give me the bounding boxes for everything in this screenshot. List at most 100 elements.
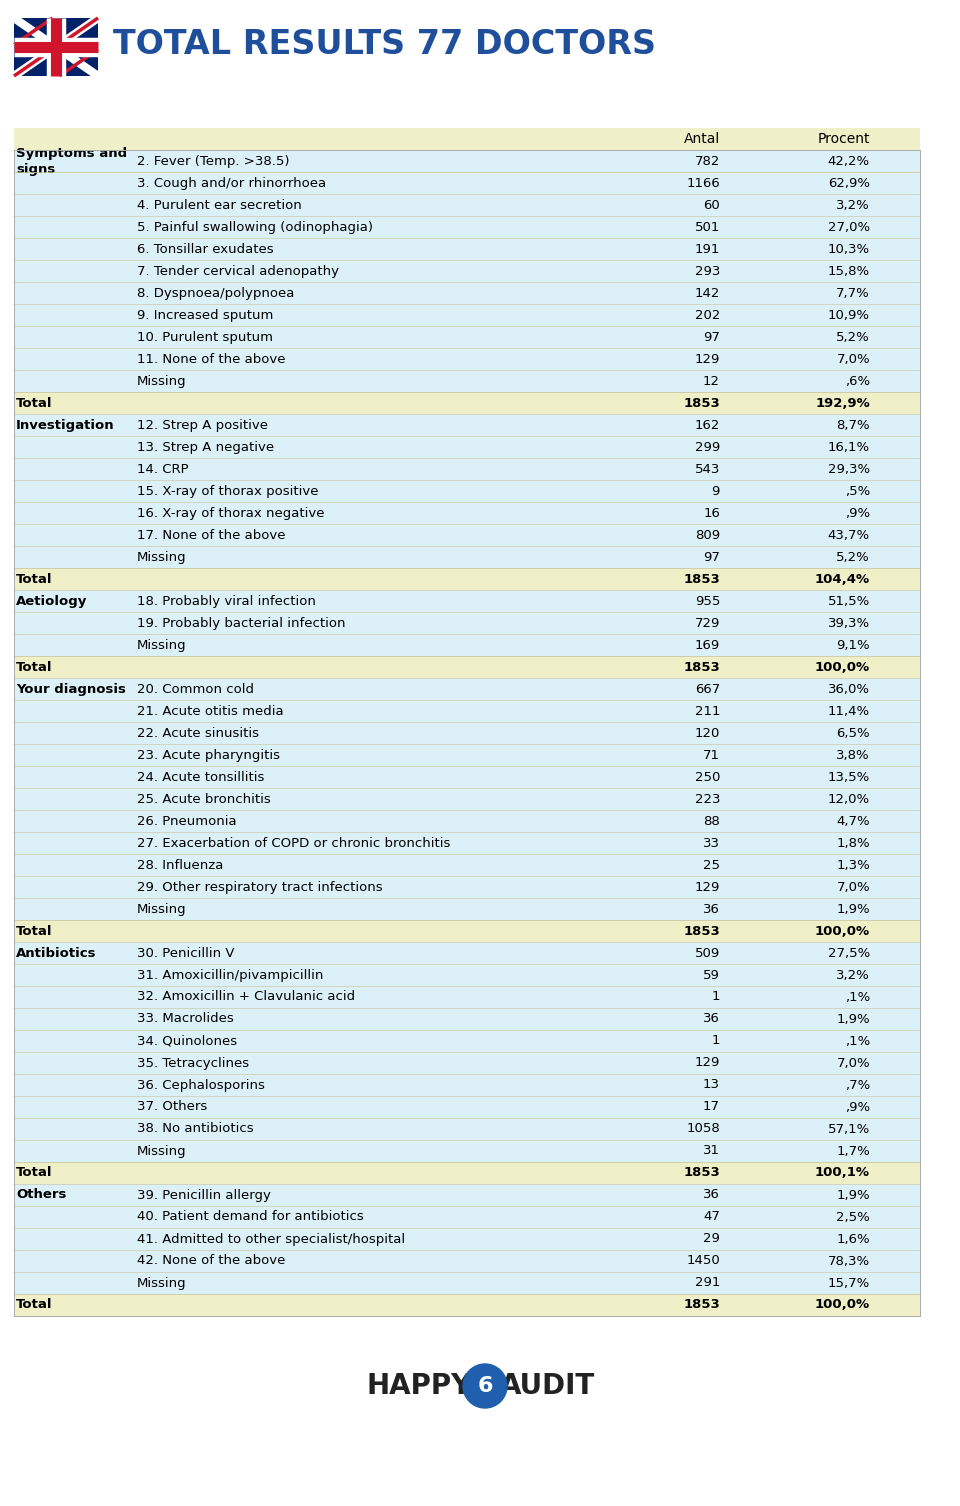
Text: 88: 88 (704, 815, 720, 827)
Text: 97: 97 (703, 330, 720, 343)
Text: 11,4%: 11,4% (828, 705, 870, 717)
Text: 97: 97 (703, 551, 720, 563)
Bar (14, 767, 920, 788)
Bar (14, 151, 920, 172)
Text: 60: 60 (704, 199, 720, 211)
Bar (14, 304, 920, 325)
Text: 1,9%: 1,9% (836, 1012, 870, 1026)
Text: Aetiology: Aetiology (16, 595, 87, 607)
Text: 4. Purulent ear secretion: 4. Purulent ear secretion (137, 199, 301, 211)
Text: Total: Total (16, 1167, 53, 1179)
Text: 782: 782 (695, 155, 720, 167)
Text: 5,2%: 5,2% (836, 330, 870, 343)
Text: 100,0%: 100,0% (815, 925, 870, 938)
Text: 18. Probably viral infection: 18. Probably viral infection (137, 595, 316, 607)
Text: 9: 9 (711, 485, 720, 497)
Text: 29: 29 (703, 1232, 720, 1245)
Text: 8. Dyspnoea/polypnoea: 8. Dyspnoea/polypnoea (137, 286, 295, 300)
Text: 667: 667 (695, 682, 720, 696)
Text: ,9%: ,9% (845, 506, 870, 520)
Text: 29. Other respiratory tract infections: 29. Other respiratory tract infections (137, 881, 383, 893)
Bar (14, 1117, 920, 1140)
Text: 9,1%: 9,1% (836, 639, 870, 652)
Text: 12: 12 (703, 375, 720, 387)
Text: ,1%: ,1% (845, 991, 870, 1003)
Bar (14, 1184, 920, 1206)
Text: ,9%: ,9% (845, 1101, 870, 1113)
Text: 30. Penicillin V: 30. Penicillin V (137, 946, 234, 959)
Text: 36: 36 (703, 1012, 720, 1026)
Text: 169: 169 (695, 639, 720, 652)
Bar (14, 370, 920, 392)
Text: 78,3%: 78,3% (828, 1254, 870, 1268)
Bar (14, 151, 920, 1316)
Text: Antal: Antal (684, 133, 720, 146)
Text: 299: 299 (695, 440, 720, 453)
Text: 31. Amoxicillin/pivampicillin: 31. Amoxicillin/pivampicillin (137, 968, 324, 982)
Bar (14, 568, 920, 590)
Text: 293: 293 (695, 265, 720, 277)
Bar (14, 611, 920, 634)
Text: 509: 509 (695, 946, 720, 959)
Text: Symptoms and
signs: Symptoms and signs (16, 146, 127, 176)
Bar (14, 1250, 920, 1273)
Text: Total: Total (16, 572, 53, 586)
Text: 100,0%: 100,0% (815, 1298, 870, 1312)
Text: 38. No antibiotics: 38. No antibiotics (137, 1122, 253, 1136)
Bar (14, 215, 920, 238)
Text: 129: 129 (695, 352, 720, 366)
Text: 1853: 1853 (684, 925, 720, 938)
Text: Procent: Procent (818, 133, 870, 146)
Text: 1853: 1853 (684, 661, 720, 673)
Text: 6: 6 (477, 1376, 492, 1396)
Text: 1,8%: 1,8% (836, 836, 870, 849)
Text: Missing: Missing (137, 902, 186, 916)
Bar (14, 810, 920, 831)
Bar (14, 657, 920, 678)
Text: 129: 129 (695, 881, 720, 893)
Text: 5. Painful swallowing (odinophagia): 5. Painful swallowing (odinophagia) (137, 220, 373, 233)
Text: AUDIT: AUDIT (500, 1372, 595, 1401)
Bar (14, 1163, 920, 1184)
Bar (14, 151, 920, 1316)
Bar (14, 1273, 920, 1294)
Text: 8,7%: 8,7% (836, 419, 870, 432)
Bar (14, 590, 920, 611)
Text: 7,0%: 7,0% (836, 1057, 870, 1069)
Bar (14, 1074, 920, 1096)
Bar (14, 414, 920, 437)
Text: 15. X-ray of thorax positive: 15. X-ray of thorax positive (137, 485, 319, 497)
Text: 162: 162 (695, 419, 720, 432)
Bar (14, 986, 920, 1008)
Bar (14, 524, 920, 547)
Text: 955: 955 (695, 595, 720, 607)
Text: 25: 25 (703, 858, 720, 872)
Text: 27,5%: 27,5% (828, 946, 870, 959)
Text: 5,2%: 5,2% (836, 551, 870, 563)
Bar (14, 348, 920, 370)
Text: 15,7%: 15,7% (828, 1277, 870, 1289)
Text: 16: 16 (703, 506, 720, 520)
Text: 36: 36 (703, 1188, 720, 1202)
Circle shape (463, 1364, 507, 1408)
Text: 11. None of the above: 11. None of the above (137, 352, 285, 366)
Text: Total: Total (16, 925, 53, 938)
Text: 543: 543 (695, 462, 720, 476)
Text: Missing: Missing (137, 1277, 186, 1289)
Text: 36: 36 (703, 902, 720, 916)
Text: 1853: 1853 (684, 572, 720, 586)
Bar (14, 721, 920, 744)
Text: 120: 120 (695, 726, 720, 739)
Text: 42. None of the above: 42. None of the above (137, 1254, 285, 1268)
Bar (14, 831, 920, 854)
Text: 41. Admitted to other specialist/hospital: 41. Admitted to other specialist/hospita… (137, 1232, 405, 1245)
Bar (14, 458, 920, 480)
Text: 223: 223 (694, 792, 720, 806)
Bar (14, 678, 920, 700)
Bar (14, 744, 920, 767)
Text: 33. Macrolides: 33. Macrolides (137, 1012, 233, 1026)
Text: 57,1%: 57,1% (828, 1122, 870, 1136)
Text: 13. Strep A negative: 13. Strep A negative (137, 440, 275, 453)
Text: 37. Others: 37. Others (137, 1101, 207, 1113)
Bar (14, 261, 920, 282)
